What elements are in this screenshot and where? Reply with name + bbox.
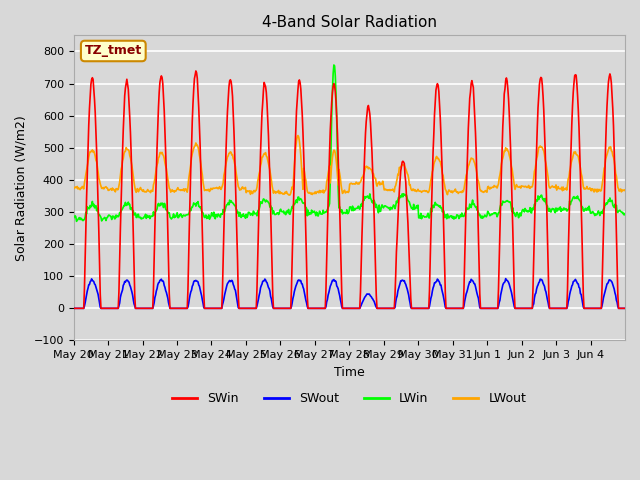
Text: TZ_tmet: TZ_tmet [84,45,142,58]
Legend: SWin, SWout, LWin, LWout: SWin, SWout, LWin, LWout [168,387,531,410]
Title: 4-Band Solar Radiation: 4-Band Solar Radiation [262,15,437,30]
Y-axis label: Solar Radiation (W/m2): Solar Radiation (W/m2) [15,115,28,261]
X-axis label: Time: Time [334,366,365,379]
